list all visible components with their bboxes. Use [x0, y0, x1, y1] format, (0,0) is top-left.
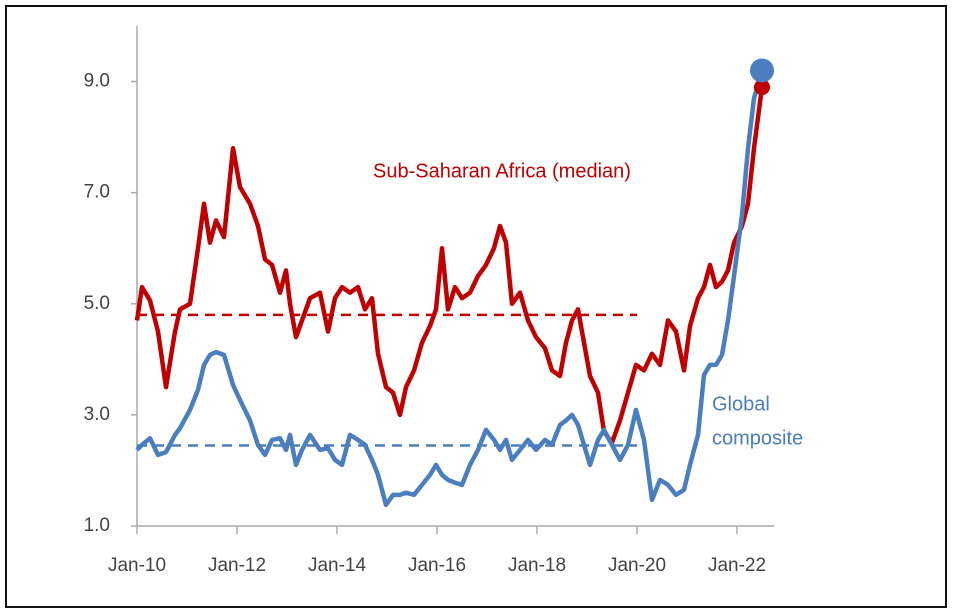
annotation: Global	[712, 393, 770, 415]
x-tick-label: Jan-14	[308, 555, 367, 576]
y-tick-label: 7.0	[84, 182, 110, 203]
y-tick-label: 5.0	[84, 293, 110, 314]
end-dot	[750, 58, 774, 83]
annotation: Sub-Saharan Africa (median)	[373, 160, 631, 182]
annotation: composite	[712, 427, 803, 449]
end-dot	[754, 79, 770, 96]
x-tick-label: Jan-10	[108, 555, 166, 576]
y-tick-label: 1.0	[84, 515, 110, 536]
series-line	[134, 86, 765, 445]
x-tick-label: Jan-12	[208, 555, 266, 576]
x-tick-label: Jan-16	[408, 555, 466, 576]
series-line	[135, 69, 765, 508]
x-tick-label: Jan-20	[608, 555, 666, 576]
x-tick-label: Jan-18	[508, 555, 566, 576]
y-tick-label: 9.0	[84, 71, 110, 92]
frame	[5, 5, 947, 608]
y-tick-label: 3.0	[84, 404, 110, 425]
x-tick-label: Jan-22	[708, 555, 766, 576]
